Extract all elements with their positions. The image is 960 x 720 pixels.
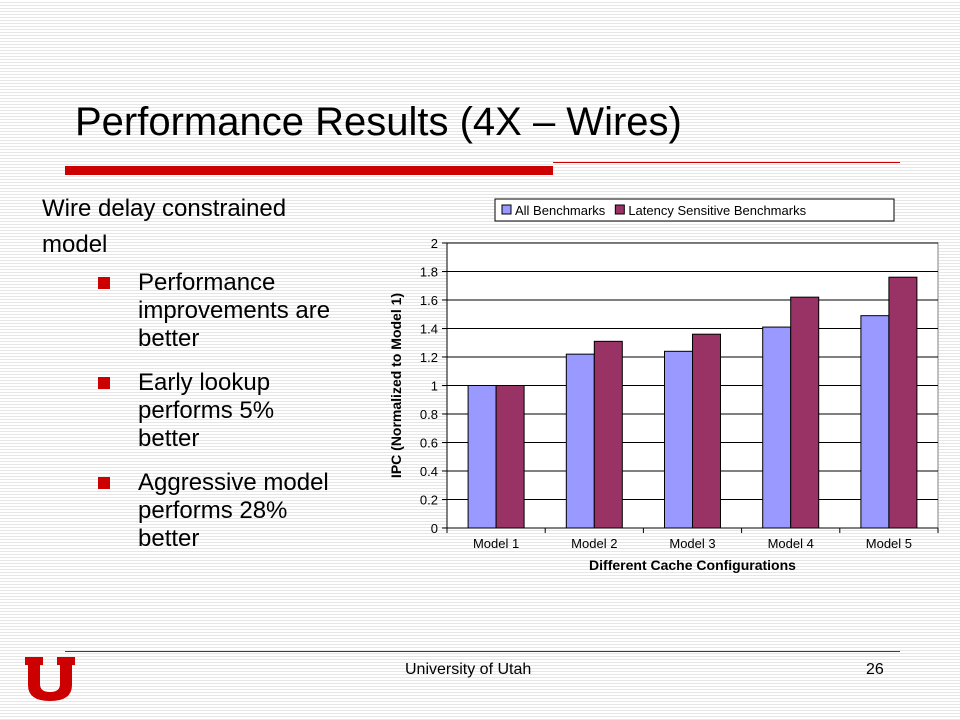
y-tick-label: 1.8: [420, 265, 438, 280]
bullet-list: Performance improvements are better Earl…: [42, 269, 342, 553]
legend-swatch: [501, 204, 512, 215]
footer-text: University of Utah: [405, 661, 532, 678]
y-tick-label: 2: [431, 236, 438, 251]
bar-chart: 0 0.2 0.4 0.6 0.8 1 1.2 1.4 1.6 1.8 2 Model 1 Model …: [388, 198, 939, 573]
bar: [860, 315, 890, 529]
bar: [495, 385, 525, 529]
bar: [762, 326, 792, 529]
lead-line-1: Wire delay constrained: [42, 195, 287, 222]
y-tick-label: 1: [431, 379, 438, 394]
bar: [888, 276, 918, 529]
footer-rule: [65, 651, 900, 652]
x-tick-label: Model 2: [571, 536, 617, 551]
legend-box: [494, 198, 895, 222]
square-bullet-icon: [98, 377, 110, 389]
y-axis-label: IPC (Normalized to Model 1): [388, 293, 404, 478]
x-tick-label: Model 5: [866, 536, 912, 551]
y-tick-label: 0.2: [420, 493, 438, 508]
university-u-logo-icon: [25, 657, 75, 701]
y-tick-label: 0.6: [420, 436, 438, 451]
lead-text: Wire delay constrained model: [42, 191, 342, 263]
square-bullet-icon: [98, 277, 110, 289]
x-tick-label: Model 1: [473, 536, 519, 551]
legend-label: All Benchmarks: [515, 203, 606, 218]
square-bullet-icon: [98, 477, 110, 489]
text-block: Wire delay constrained model Performance…: [42, 191, 342, 569]
bullet-item: Performance improvements are better: [42, 269, 342, 353]
bullet-text: Aggressive model performs 28% better: [138, 469, 329, 552]
bullet-text: Early lookup performs 5% better: [138, 369, 275, 452]
slide-title: Performance Results (4X – Wires): [75, 100, 682, 144]
legend-label: Latency Sensitive Benchmarks: [628, 203, 806, 218]
y-tick-label: 0.4: [420, 464, 438, 479]
legend-swatch: [614, 204, 625, 215]
x-axis-label: Different Cache Configurations: [589, 557, 796, 573]
bar: [692, 333, 721, 529]
title-underline-bar: [65, 166, 553, 175]
x-tick-label: Model 4: [768, 536, 814, 551]
x-tick-label: Model 3: [669, 536, 715, 551]
bar: [664, 350, 693, 529]
bar: [467, 385, 497, 529]
bar: [565, 353, 595, 529]
bar: [790, 296, 820, 529]
bullet-item: Early lookup performs 5% better: [42, 369, 342, 453]
page-number: 26: [866, 661, 884, 678]
y-tick-label: 0: [431, 521, 438, 536]
y-tick-label: 0.8: [420, 407, 438, 422]
y-tick-label: 1.6: [420, 293, 438, 308]
bullet-item: Aggressive model performs 28% better: [42, 469, 342, 553]
bullet-text: Performance improvements are better: [138, 269, 331, 352]
bar: [593, 340, 623, 529]
lead-line-2: model: [42, 231, 108, 258]
title-underline-rule: [553, 162, 900, 163]
y-tick-label: 1.2: [420, 350, 438, 365]
y-tick-label: 1.4: [420, 322, 438, 337]
